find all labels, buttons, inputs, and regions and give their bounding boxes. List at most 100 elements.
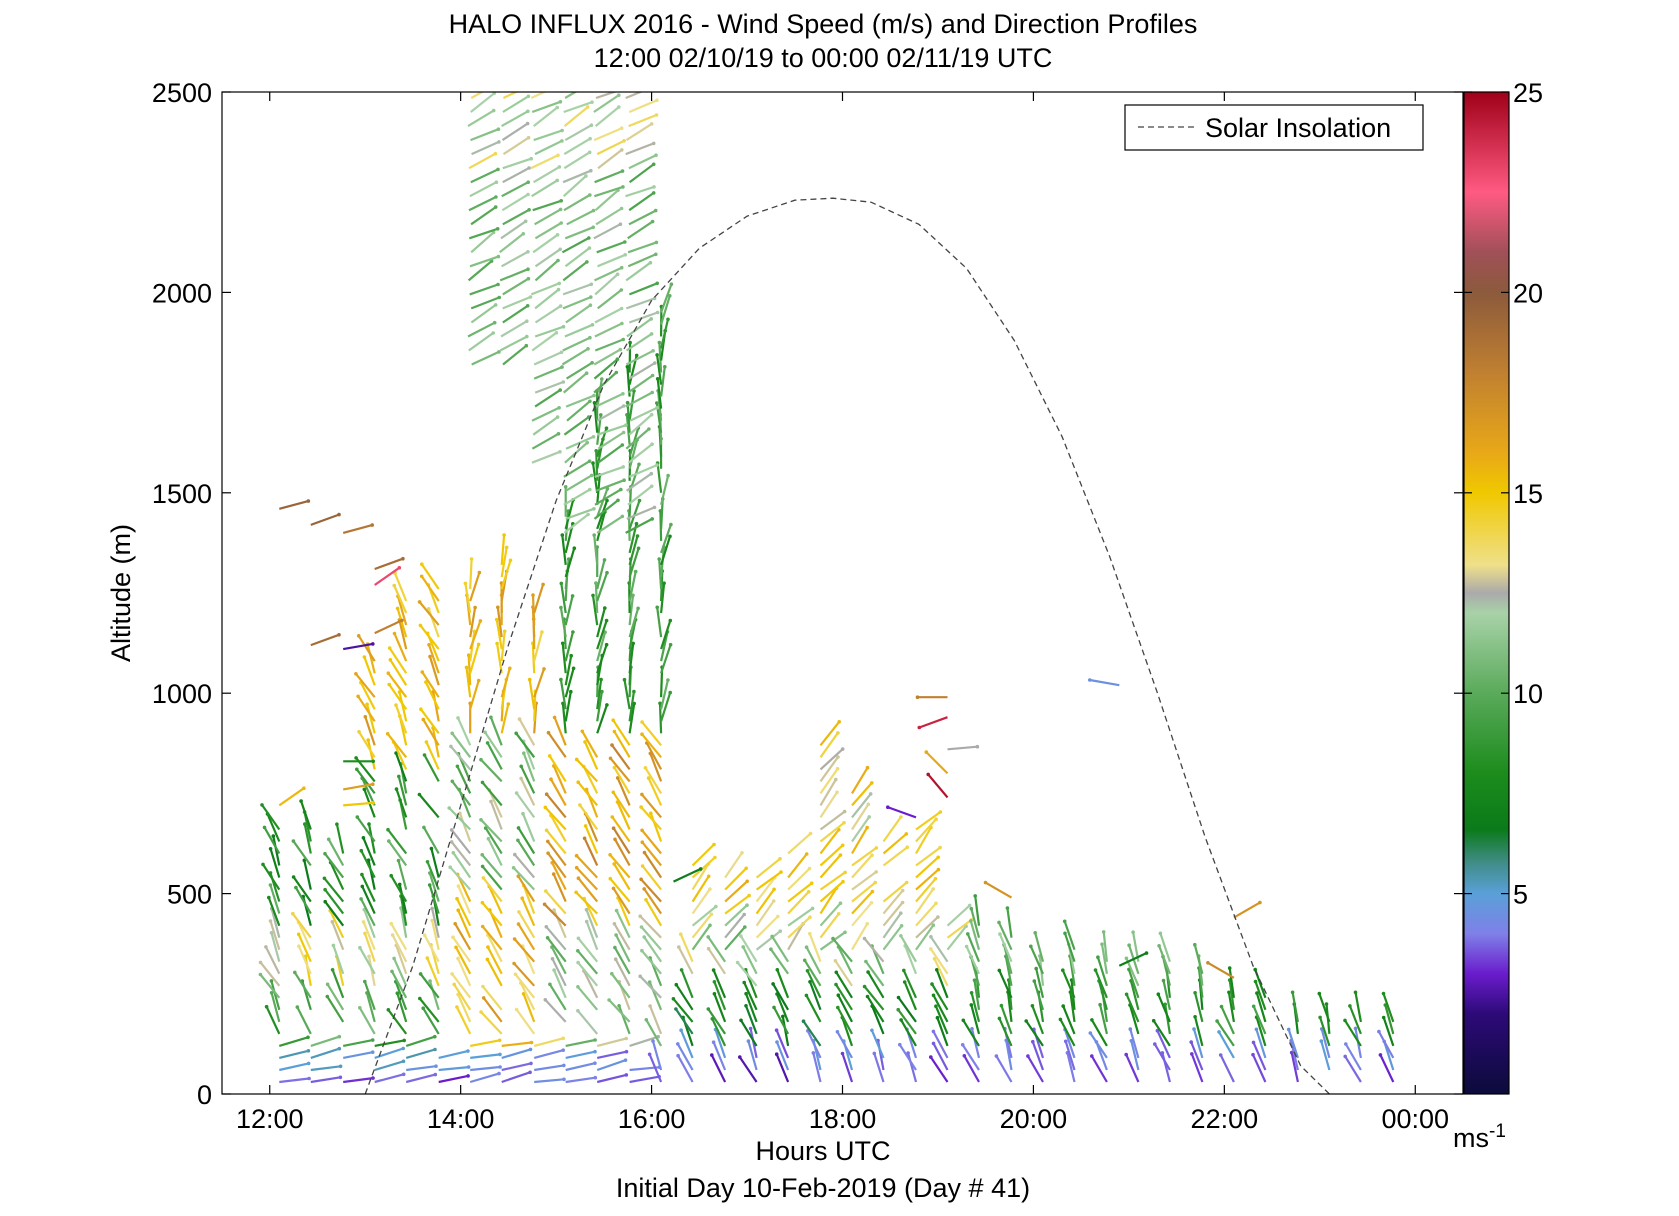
wind-barb	[584, 813, 599, 842]
wind-barb-tip	[306, 499, 311, 503]
wind-barb-tip	[744, 991, 748, 996]
wind-barb-tip	[587, 236, 591, 240]
wind-barb	[623, 679, 631, 710]
wind-barb	[851, 854, 873, 879]
wind-barb	[566, 361, 593, 380]
wind-barb-tip	[584, 907, 589, 912]
wind-barb	[357, 635, 376, 662]
wind-barb	[613, 863, 631, 891]
wind-barb	[534, 305, 562, 324]
wind-barb	[724, 880, 748, 903]
wind-barb-tip	[523, 219, 528, 224]
wind-barb-tip	[325, 994, 330, 999]
wind-barb-tip	[563, 485, 568, 489]
wind-barb-tip	[360, 884, 365, 889]
wind-barb	[627, 485, 653, 506]
wind-barb	[387, 829, 408, 855]
wind-barb-tip	[485, 741, 490, 745]
wind-barb	[489, 801, 503, 830]
wind-barb-tip	[425, 860, 430, 864]
wind-barb	[518, 718, 536, 746]
wind-barb	[1251, 1054, 1267, 1083]
wind-barb-tip	[774, 1052, 779, 1056]
wind-barb	[393, 633, 408, 662]
wind-barb	[625, 517, 653, 534]
wind-barb-tip	[385, 732, 390, 736]
wind-barb-tip	[874, 870, 878, 874]
wind-barb	[531, 643, 536, 674]
wind-barb-tip	[772, 1005, 776, 1010]
wind-barb-tip	[504, 545, 509, 550]
wind-barb	[363, 909, 376, 939]
wind-barb-tip	[591, 208, 596, 213]
wind-barb	[612, 719, 631, 746]
wind-barb-tip	[576, 960, 580, 965]
wind-barb	[501, 181, 529, 198]
wind-barb	[419, 624, 440, 650]
wind-barb-tip	[421, 717, 426, 722]
wind-barb-tip	[357, 730, 361, 734]
wind-barb	[593, 499, 619, 520]
y-tick-label: 2000	[152, 278, 212, 308]
wind-barb-tip	[639, 925, 644, 929]
wind-barb	[851, 803, 870, 831]
wind-barb	[997, 921, 1013, 951]
wind-barb-tip	[1061, 968, 1065, 972]
wind-barb	[806, 970, 822, 999]
wind-barb	[787, 907, 814, 927]
wind-barb-tip	[555, 178, 559, 183]
wind-barb	[594, 170, 623, 184]
wind-barb	[502, 295, 531, 310]
wind-barb	[452, 936, 472, 963]
wind-barb-tip	[997, 1016, 1002, 1021]
wind-barb	[469, 644, 480, 674]
wind-barb	[871, 1005, 885, 1035]
wind-barb	[595, 92, 618, 100]
wind-barb-tip	[508, 666, 512, 671]
wind-barb	[517, 923, 536, 951]
wind-barb-tip	[430, 918, 434, 923]
wind-barb-tip	[624, 423, 628, 428]
wind-barb	[324, 889, 345, 915]
wind-barb	[1004, 956, 1013, 987]
wind-barb-tip	[593, 1038, 597, 1042]
wind-barb-tip	[337, 1034, 342, 1039]
wind-barb-tip	[1030, 1004, 1035, 1008]
wind-barb	[455, 946, 472, 975]
wind-barb-tip	[619, 288, 624, 292]
wind-barb	[593, 94, 620, 113]
wind-barb	[628, 311, 658, 324]
wind-barb-tip	[634, 521, 639, 526]
wind-barb	[805, 994, 822, 1023]
wind-barb	[565, 474, 593, 492]
wind-barb	[596, 607, 606, 638]
wind-barb-tip	[402, 1038, 407, 1043]
wind-barb	[660, 631, 669, 662]
wind-barb	[546, 840, 567, 867]
legend[interactable]: Solar Insolation	[1124, 104, 1424, 151]
wind-barb	[363, 656, 376, 686]
wind-barb-tip	[555, 105, 560, 110]
wind-barb	[595, 207, 623, 226]
wind-barb-tip	[428, 979, 432, 983]
wind-barb	[486, 742, 503, 770]
wind-barb	[421, 671, 440, 698]
wind-barb-tip	[589, 473, 594, 478]
wind-barb	[562, 175, 587, 198]
wind-barb-tip	[559, 221, 563, 225]
wind-barb-tip	[604, 618, 609, 623]
wind-barb	[428, 980, 440, 1011]
wind-barb-tip	[1153, 1042, 1157, 1046]
wind-barb-tip	[434, 1064, 438, 1068]
wind-barb	[480, 819, 503, 843]
wind-barb	[970, 1028, 981, 1059]
wind-barb	[500, 320, 528, 338]
wind-barb	[596, 559, 606, 590]
wind-barb-tip	[394, 751, 398, 755]
wind-barb-tip	[1032, 979, 1037, 983]
wind-barb-tip	[419, 574, 424, 579]
wind-barb	[547, 852, 567, 879]
wind-barb	[775, 1053, 790, 1083]
wind-barb	[755, 930, 781, 951]
wind-barb	[467, 260, 493, 282]
